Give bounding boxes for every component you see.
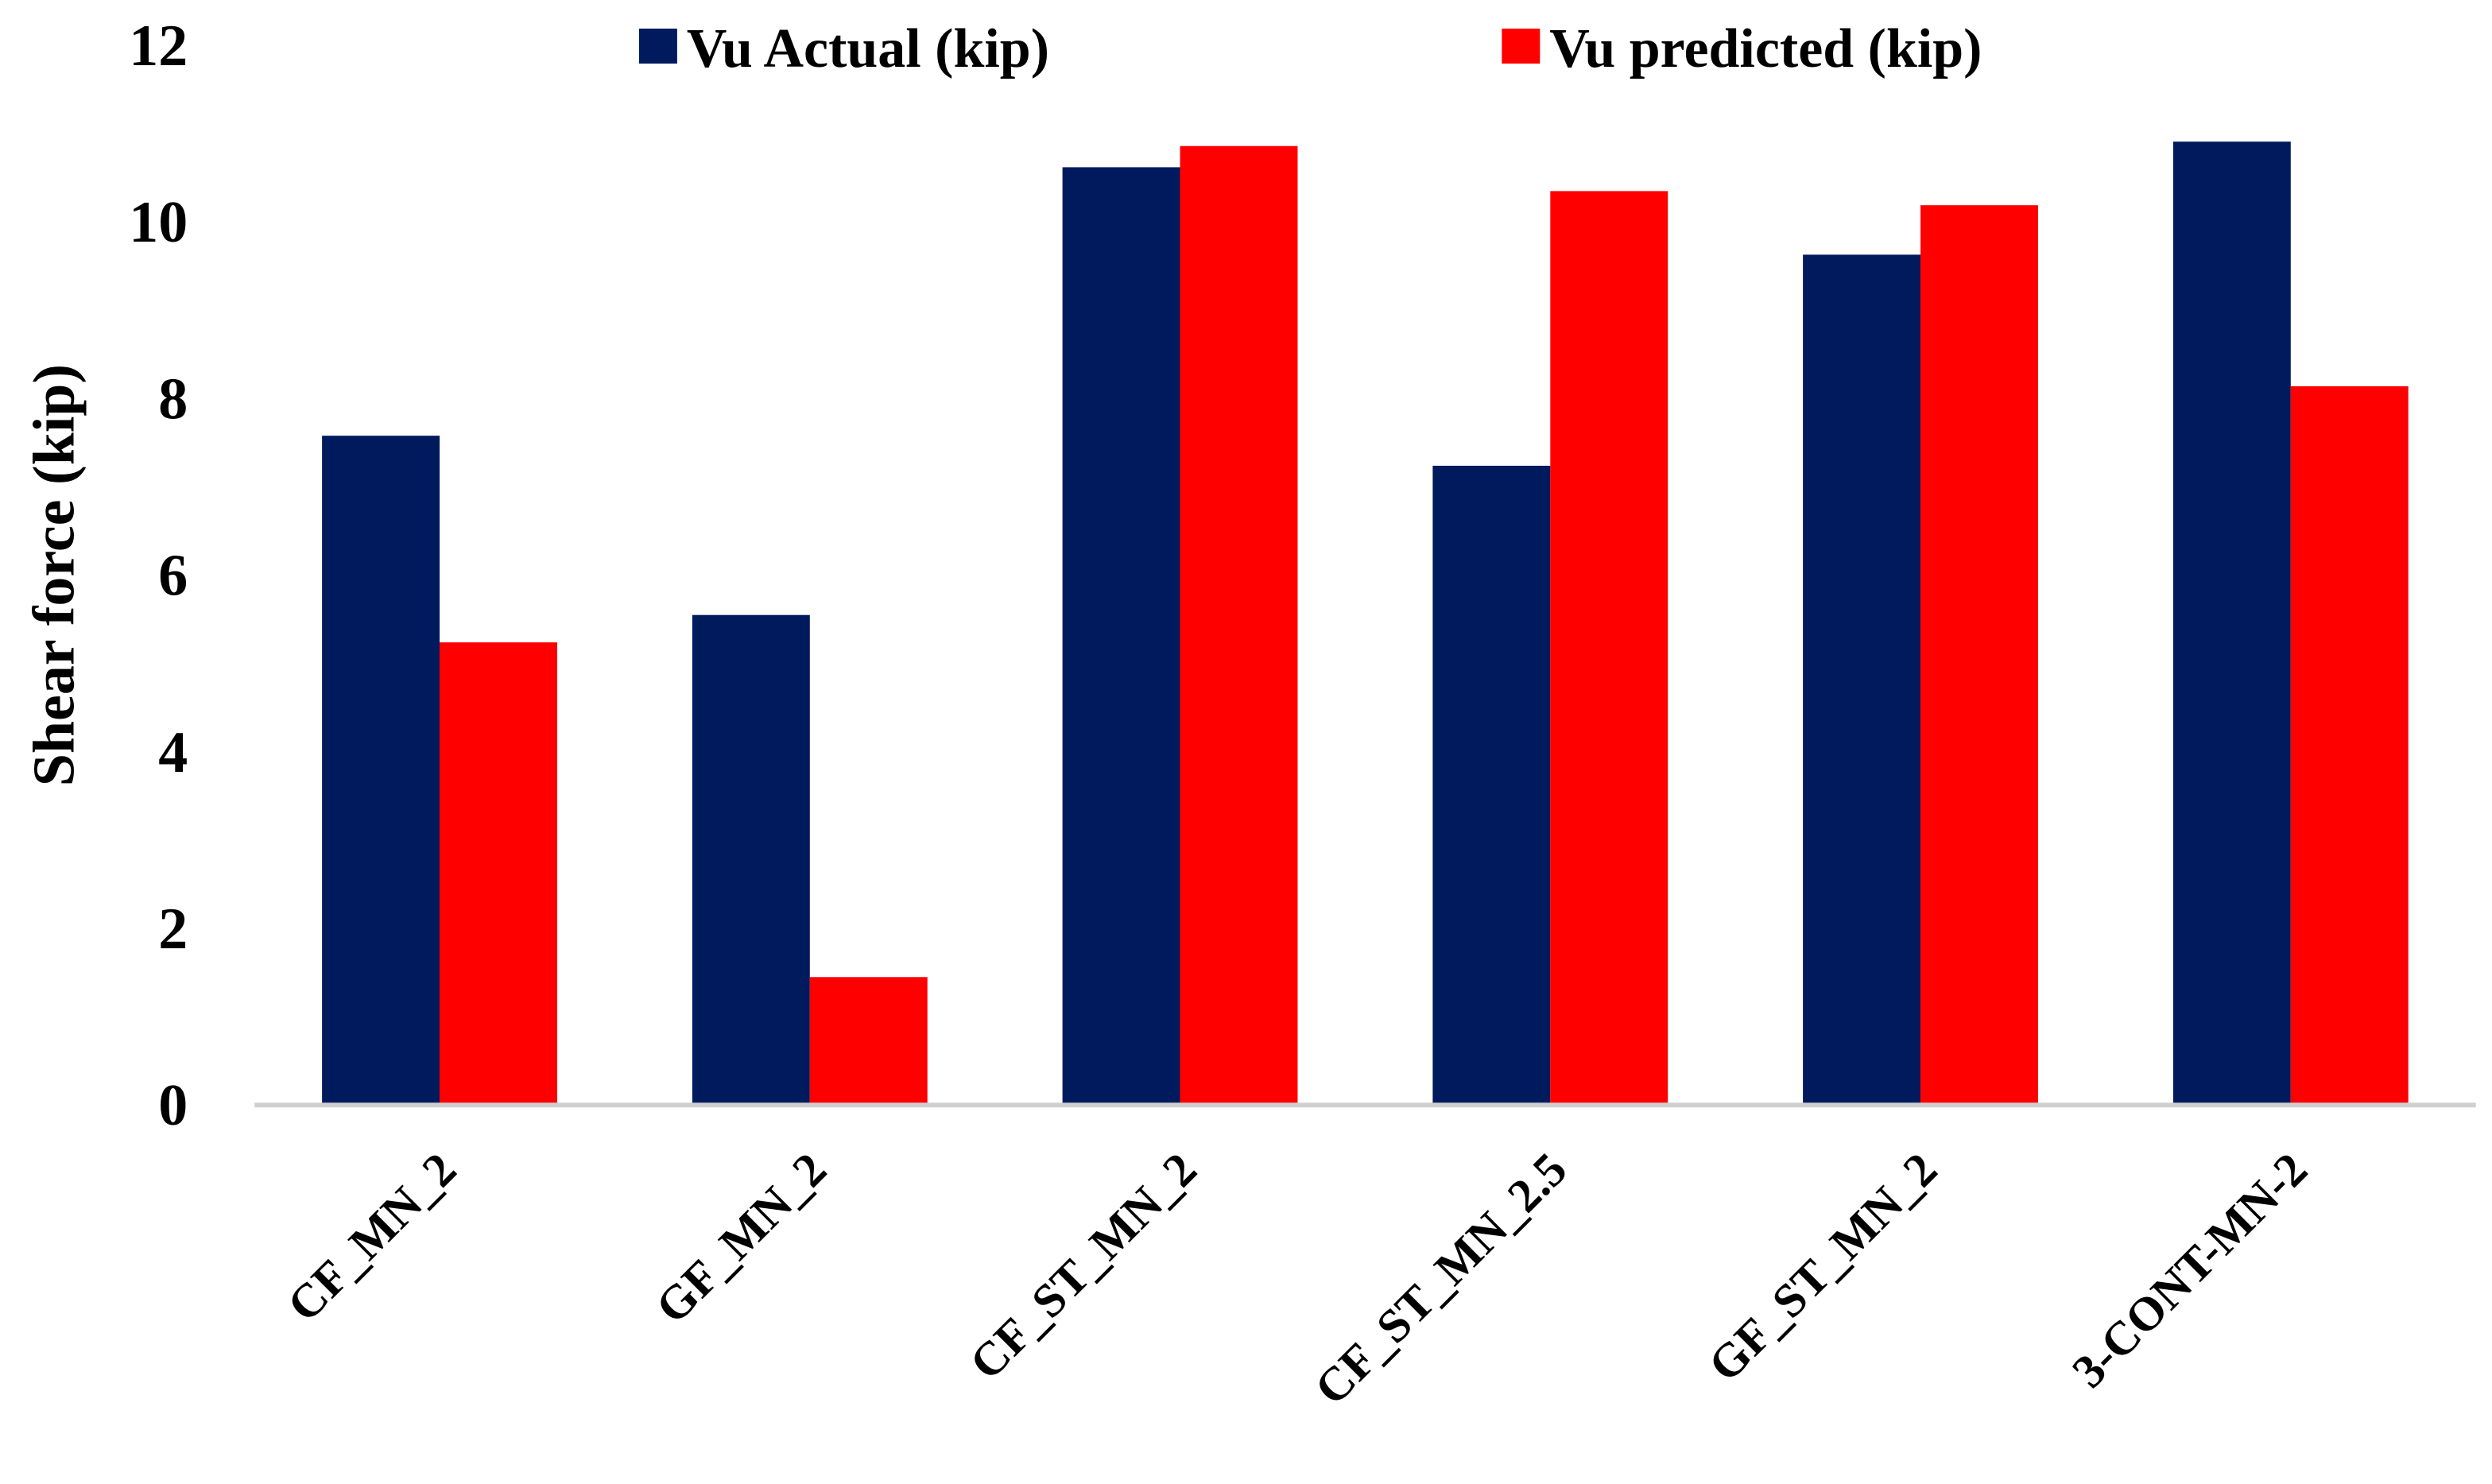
bar-actual-CF_MN_2 [322, 436, 440, 1105]
bar-actual-CF_ST_MN_2 [1062, 167, 1180, 1105]
y-tick-labels: 0 2 4 6 8 10 12 [129, 13, 188, 1137]
bars [322, 141, 2409, 1105]
bar-predicted-CF_ST_MN_2.5 [1550, 191, 1668, 1105]
legend: Vu Actual (kip) Vu predicted (kip) [638, 18, 1982, 79]
x-tick-labels: CF_MN_2 GF_MN_2 CF_ST_MN_2 CF_ST_MN_2.5 GF_S… [277, 1143, 2317, 1415]
y-tick-label: 4 [158, 719, 188, 785]
x-tick-label: CF_ST_MN_2.5 [1304, 1143, 1576, 1415]
y-tick-label: 12 [129, 13, 188, 78]
bar-predicted-CF_ST_MN_2 [1180, 145, 1298, 1105]
legend-label-predicted: Vu predicted (kip) [1549, 18, 1982, 79]
bar-actual-3-CONT-MN-2 [2172, 141, 2291, 1105]
bar-actual-CF_ST_MN_2.5 [1432, 465, 1551, 1105]
y-tick-label: 2 [158, 896, 188, 961]
bar-predicted-3-CONT-MN-2 [2290, 386, 2409, 1105]
y-tick-label: 8 [158, 366, 188, 431]
x-tick-label: GF_ST_MN_2 [1698, 1143, 1947, 1392]
bar-actual-GF_MN_2 [692, 614, 810, 1105]
y-tick-label: 6 [158, 543, 188, 608]
x-tick-label: GF_MN_2 [645, 1143, 836, 1334]
x-tick-label: CF_MN_2 [277, 1143, 466, 1331]
bar-predicted-GF_ST_MN_2 [1920, 205, 2038, 1105]
x-tick-label: CF_ST_MN_2 [959, 1143, 1206, 1389]
y-tick-label: 10 [129, 189, 188, 254]
legend-swatch-actual [638, 28, 677, 64]
x-tick-label: 3-CONT-MN-2 [2062, 1143, 2317, 1398]
bar-predicted-GF_MN_2 [809, 977, 928, 1105]
legend-swatch-predicted [1502, 28, 1541, 64]
y-axis-label: Shear force (kip) [21, 364, 86, 786]
legend-label-actual: Vu Actual (kip) [687, 18, 1049, 79]
bar-predicted-CF_MN_2 [440, 642, 557, 1105]
bar-actual-GF_ST_MN_2 [1803, 254, 1921, 1105]
y-tick-label: 0 [158, 1072, 188, 1137]
